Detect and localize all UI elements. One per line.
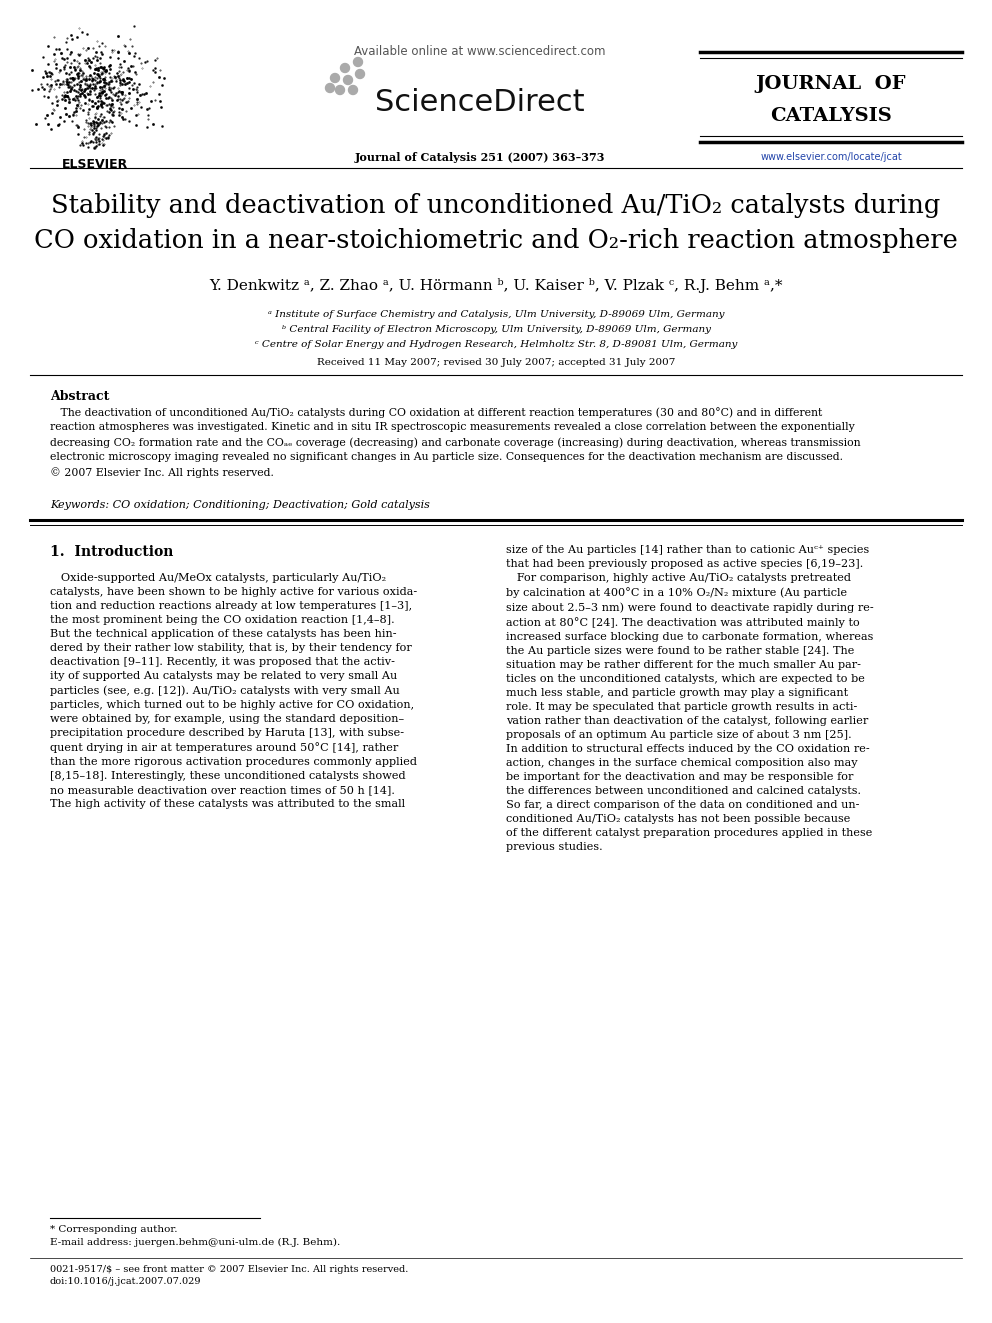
Circle shape [353, 57, 362, 66]
Text: 0021-9517/$ – see front matter © 2007 Elsevier Inc. All rights reserved.: 0021-9517/$ – see front matter © 2007 El… [50, 1265, 409, 1274]
Text: CO oxidation in a near-stoichiometric and O₂-rich reaction atmosphere: CO oxidation in a near-stoichiometric an… [34, 228, 958, 253]
Text: Received 11 May 2007; revised 30 July 2007; accepted 31 July 2007: Received 11 May 2007; revised 30 July 20… [316, 359, 676, 366]
Text: Stability and deactivation of unconditioned Au/TiO₂ catalysts during: Stability and deactivation of unconditio… [52, 193, 940, 218]
Text: ELSEVIER: ELSEVIER [62, 157, 128, 171]
Text: * Corresponding author.: * Corresponding author. [50, 1225, 178, 1234]
Text: Keywords: CO oxidation; Conditioning; Deactivation; Gold catalysis: Keywords: CO oxidation; Conditioning; De… [50, 500, 430, 509]
Text: ᵃ Institute of Surface Chemistry and Catalysis, Ulm University, D-89069 Ulm, Ger: ᵃ Institute of Surface Chemistry and Cat… [268, 310, 724, 319]
Circle shape [355, 70, 364, 78]
Circle shape [348, 86, 357, 94]
Text: ᶜ Centre of Solar Energy and Hydrogen Research, Helmholtz Str. 8, D-89081 Ulm, G: ᶜ Centre of Solar Energy and Hydrogen Re… [255, 340, 737, 349]
Text: Oxide-supported Au/MeOx catalysts, particularly Au/TiO₂
catalysts, have been sho: Oxide-supported Au/MeOx catalysts, parti… [50, 573, 417, 810]
Text: Available online at www.sciencedirect.com: Available online at www.sciencedirect.co… [354, 45, 606, 58]
Circle shape [335, 86, 344, 94]
Text: Y. Denkwitz ᵃ, Z. Zhao ᵃ, U. Hörmann ᵇ, U. Kaiser ᵇ, V. Plzak ᶜ, R.J. Behm ᵃ,*: Y. Denkwitz ᵃ, Z. Zhao ᵃ, U. Hörmann ᵇ, … [209, 278, 783, 292]
Text: E-mail address: juergen.behm@uni-ulm.de (R.J. Behm).: E-mail address: juergen.behm@uni-ulm.de … [50, 1238, 340, 1248]
Circle shape [343, 75, 352, 85]
Text: JOURNAL  OF: JOURNAL OF [756, 75, 907, 93]
Text: doi:10.1016/j.jcat.2007.07.029: doi:10.1016/j.jcat.2007.07.029 [50, 1277, 201, 1286]
Text: Journal of Catalysis 251 (2007) 363–373: Journal of Catalysis 251 (2007) 363–373 [355, 152, 605, 163]
Text: 1.  Introduction: 1. Introduction [50, 545, 174, 560]
Text: ᵇ Central Facility of Electron Microscopy, Ulm University, D-89069 Ulm, Germany: ᵇ Central Facility of Electron Microscop… [282, 325, 710, 333]
Text: www.elsevier.com/locate/jcat: www.elsevier.com/locate/jcat [760, 152, 902, 161]
Circle shape [340, 64, 349, 73]
Text: The deactivation of unconditioned Au/TiO₂ catalysts during CO oxidation at diffe: The deactivation of unconditioned Au/TiO… [50, 407, 861, 478]
Circle shape [330, 74, 339, 82]
Text: Abstract: Abstract [50, 390, 109, 404]
Text: CATALYSIS: CATALYSIS [770, 107, 892, 124]
Text: size of the Au particles [14] rather than to cationic Auᶜ⁺ species
that had been: size of the Au particles [14] rather tha… [506, 545, 874, 852]
Text: ScienceDirect: ScienceDirect [375, 89, 584, 116]
Circle shape [325, 83, 334, 93]
